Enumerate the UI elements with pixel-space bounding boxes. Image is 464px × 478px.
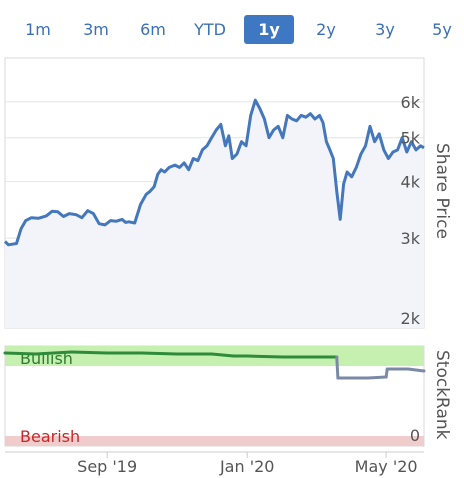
rank-tick-label: 0 [410,426,420,445]
rank-line-segment [366,375,388,380]
price-tick-label: 6k [401,93,421,112]
x-axis: Sep '19 Jan '20 May '20 [5,451,424,476]
price-series-line [3,98,425,247]
rank-line-segment [245,354,285,359]
range-1y-button[interactable]: 1y [244,15,294,44]
range-selector: 1m 3m 6m YTD 1y 2y 3y 5y [0,0,464,46]
bullish-zone [5,346,424,366]
range-5y-button[interactable]: 5y [432,20,452,39]
price-tick-label: 3k [401,229,421,248]
price-axis-title: Share Price [432,143,452,239]
range-6m-button[interactable]: 6m [140,20,166,39]
rank-line-segment [406,367,426,373]
bearish-label: Bearish [20,427,80,446]
price-tick-label: 2k [401,309,421,328]
price-area-fill [5,100,424,328]
rank-line-segment [210,352,235,358]
range-1m-button[interactable]: 1m [25,20,51,39]
price-tick-label: 4k [401,173,421,192]
range-2y-button[interactable]: 2y [316,20,336,39]
range-3y-button[interactable]: 3y [375,20,395,39]
price-tick-label: 5k [401,129,421,148]
x-tick-label: Jan '20 [219,457,275,476]
bearish-zone [5,436,424,446]
range-ytd-button[interactable]: YTD [194,20,226,39]
range-3m-button[interactable]: 3m [83,20,109,39]
rank-line-segment [140,351,179,356]
rank-line-segment [70,350,109,355]
rank-axis-title: StockRank [432,350,452,440]
rank-line-segment [335,355,340,380]
x-tick-label: Sep '19 [77,457,137,476]
price-panel: 2k 3k 4k 5k 6k Share Price [3,57,452,329]
rank-line-segment [3,351,38,356]
x-tick-label: May '20 [355,457,418,476]
rank-line-segment [34,350,74,356]
